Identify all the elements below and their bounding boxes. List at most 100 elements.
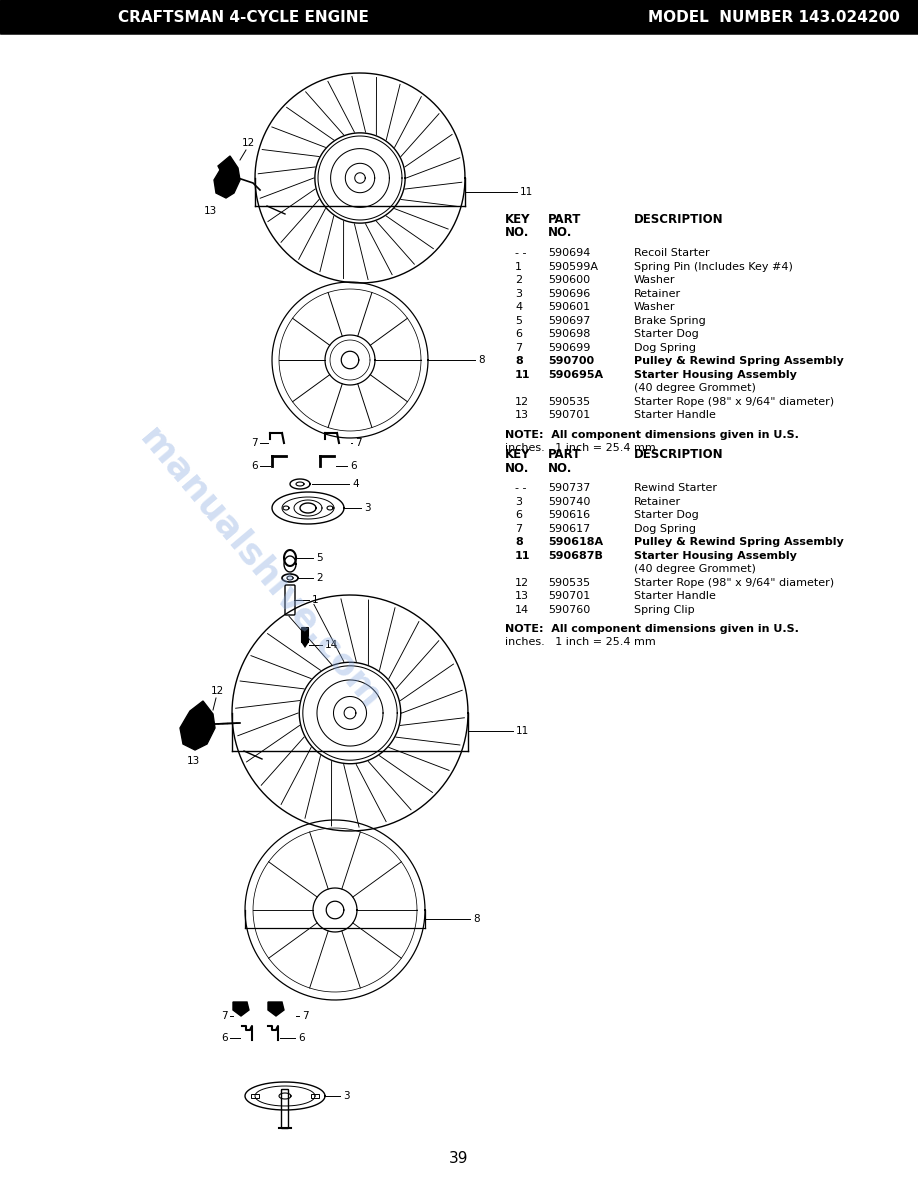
Text: 12: 12 [241,138,254,148]
Text: 2: 2 [515,276,522,285]
Text: 11: 11 [520,187,533,197]
Text: CRAFTSMAN 4-CYCLE ENGINE: CRAFTSMAN 4-CYCLE ENGINE [118,10,369,25]
Text: 2: 2 [316,573,322,583]
Text: 11: 11 [515,550,531,561]
Text: Pulley & Rewind Spring Assembly: Pulley & Rewind Spring Assembly [634,356,844,366]
Text: (40 degree Grommet): (40 degree Grommet) [634,564,756,574]
Text: 14: 14 [515,605,529,614]
Text: Brake Spring: Brake Spring [634,316,706,326]
Text: NOTE:  All component dimensions given in U.S.: NOTE: All component dimensions given in … [505,624,799,634]
Text: KEY: KEY [505,213,531,226]
Text: 12: 12 [515,577,529,588]
Text: 590695A: 590695A [548,369,603,380]
Text: manualshive.com: manualshive.com [133,421,387,715]
Text: Spring Pin (Includes Key #4): Spring Pin (Includes Key #4) [634,261,793,272]
Text: 6: 6 [252,461,258,470]
Text: Starter Housing Assembly: Starter Housing Assembly [634,550,797,561]
Text: 3: 3 [364,503,371,513]
Text: 5: 5 [316,552,322,563]
Text: NO.: NO. [548,461,573,474]
Text: 590535: 590535 [548,397,590,406]
Text: 590740: 590740 [548,497,590,506]
Text: 590601: 590601 [548,302,590,312]
Text: 590600: 590600 [548,276,590,285]
Text: Rewind Starter: Rewind Starter [634,484,717,493]
Text: PART: PART [548,448,581,461]
Text: Starter Rope (98" x 9/64" diameter): Starter Rope (98" x 9/64" diameter) [634,397,834,406]
Text: 590535: 590535 [548,577,590,588]
Text: - -: - - [515,484,527,493]
Text: (40 degree Grommet): (40 degree Grommet) [634,383,756,393]
Text: 6: 6 [221,1034,228,1043]
Text: 11: 11 [516,726,530,737]
Text: 590687B: 590687B [548,550,603,561]
Text: - -: - - [515,248,527,258]
Text: 3: 3 [343,1091,350,1101]
Text: 590700: 590700 [548,356,594,366]
Text: Dog Spring: Dog Spring [634,524,696,533]
Text: 590618A: 590618A [548,537,603,548]
Text: Dog Spring: Dog Spring [634,342,696,353]
Text: 590616: 590616 [548,510,590,520]
Text: inches.   1 inch = 25.4 mm: inches. 1 inch = 25.4 mm [505,637,655,647]
Text: Starter Dog: Starter Dog [634,510,699,520]
Text: PART: PART [548,213,581,226]
Text: 8: 8 [515,537,522,548]
Text: 3: 3 [515,289,522,298]
Text: Spring Clip: Spring Clip [634,605,695,614]
Bar [251,1094,259,1098]
Text: 590737: 590737 [548,484,590,493]
Text: 590697: 590697 [548,316,590,326]
Text: 590599A: 590599A [548,261,598,272]
Polygon shape [301,642,309,647]
Text: 590701: 590701 [548,410,590,421]
Text: MODEL  NUMBER 143.024200: MODEL NUMBER 143.024200 [648,10,900,25]
Text: 14: 14 [325,640,338,650]
Text: 6: 6 [515,510,522,520]
Text: Starter Handle: Starter Handle [634,410,716,421]
Text: Starter Dog: Starter Dog [634,329,699,339]
Text: 590699: 590699 [548,342,590,353]
Text: 12: 12 [515,397,529,406]
Text: DESCRIPTION: DESCRIPTION [634,213,723,226]
Text: NO.: NO. [505,227,530,240]
Text: 12: 12 [210,685,224,696]
Text: KEY: KEY [505,448,531,461]
Text: Starter Rope (98" x 9/64" diameter): Starter Rope (98" x 9/64" diameter) [634,577,834,588]
Text: inches.   1 inch = 25.4 mm: inches. 1 inch = 25.4 mm [505,443,655,453]
Text: 3: 3 [515,497,522,506]
Text: 8: 8 [473,914,479,924]
Text: Starter Housing Assembly: Starter Housing Assembly [634,369,797,380]
FancyBboxPatch shape [301,627,308,643]
Text: 8: 8 [478,355,485,365]
Text: 7: 7 [515,342,522,353]
Text: 7: 7 [302,1011,308,1020]
Bar [311,1094,319,1098]
Text: 590696: 590696 [548,289,590,298]
Text: 11: 11 [515,369,531,380]
Polygon shape [214,156,240,198]
Text: 7: 7 [221,1011,228,1020]
Text: 6: 6 [515,329,522,339]
Bar [0,0,918,33]
Text: 7: 7 [515,524,522,533]
Text: Retainer: Retainer [634,289,681,298]
Text: 6: 6 [298,1034,305,1043]
Text: 7: 7 [355,438,362,448]
Text: 590760: 590760 [548,605,590,614]
Text: 1: 1 [515,261,522,272]
Text: 8: 8 [515,356,522,366]
Text: 1: 1 [312,595,319,605]
Text: 4: 4 [515,302,522,312]
Text: 590694: 590694 [548,248,590,258]
Text: 5: 5 [515,316,522,326]
Text: Washer: Washer [634,276,676,285]
Text: Pulley & Rewind Spring Assembly: Pulley & Rewind Spring Assembly [634,537,844,548]
Text: DESCRIPTION: DESCRIPTION [634,448,723,461]
Text: 13: 13 [515,410,529,421]
Text: 13: 13 [515,592,529,601]
Polygon shape [233,1001,249,1016]
Text: 7: 7 [252,438,258,448]
Text: Recoil Starter: Recoil Starter [634,248,710,258]
Text: NOTE:  All component dimensions given in U.S.: NOTE: All component dimensions given in … [505,430,799,440]
